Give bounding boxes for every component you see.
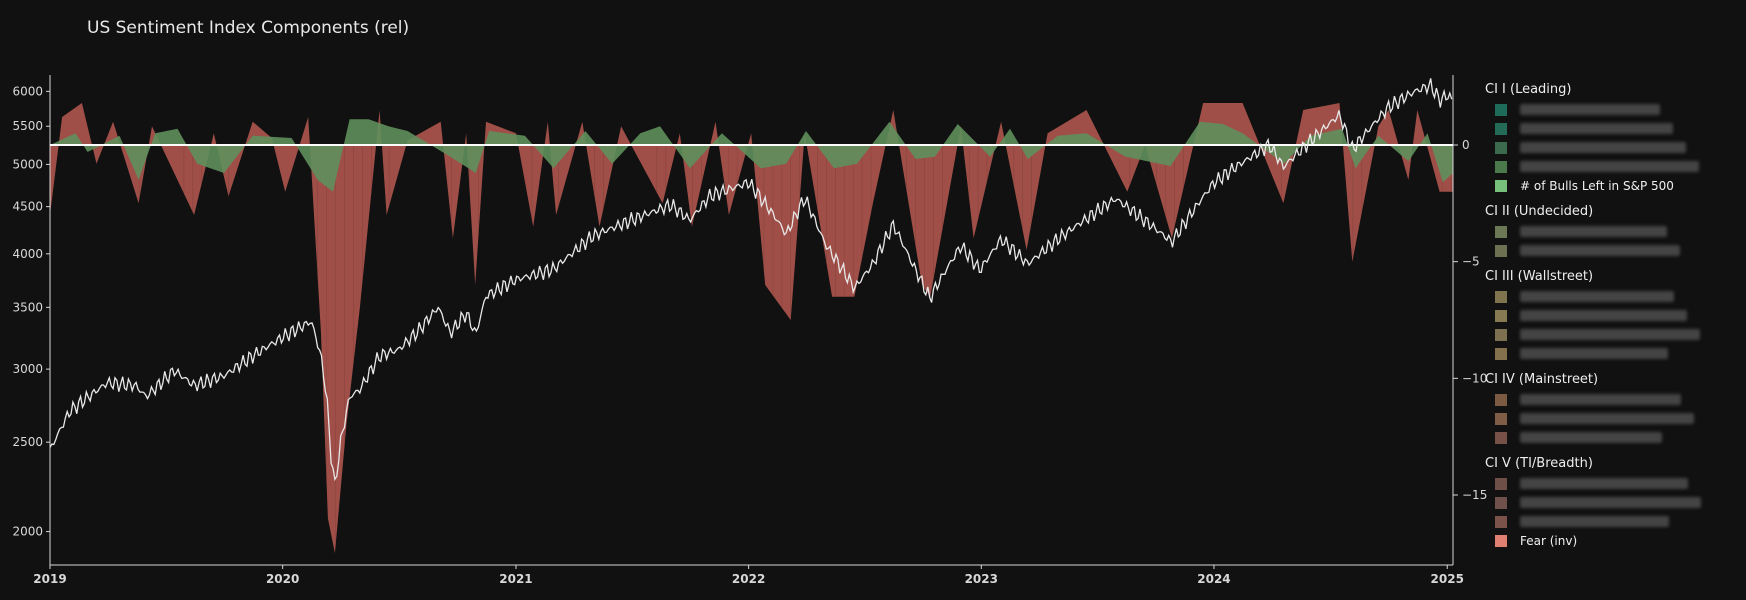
- legend-swatch: [1495, 534, 1507, 547]
- legend-swatch: [1495, 393, 1507, 406]
- legend-label-redacted: [1520, 161, 1699, 172]
- legend-swatch: [1495, 225, 1507, 238]
- sp500-line: [50, 78, 1453, 482]
- legend-item[interactable]: [1485, 119, 1740, 138]
- chart-title: US Sentiment Index Components (rel): [87, 18, 410, 38]
- legend-item[interactable]: [1485, 157, 1740, 176]
- legend-item[interactable]: [1485, 493, 1740, 512]
- y-left-tick-label: 4000: [12, 247, 43, 261]
- y-right-tick-label: 0: [1462, 138, 1470, 152]
- legend-swatch: [1495, 290, 1507, 303]
- legend-group-title: CI I (Leading): [1485, 82, 1572, 97]
- legend-item[interactable]: [1485, 344, 1740, 363]
- legend-group-title: CI V (TI/Breadth): [1485, 456, 1593, 471]
- series-areas: [50, 103, 1453, 554]
- legend-label-redacted: [1520, 432, 1662, 443]
- legend-group-title: CI II (Undecided): [1485, 204, 1594, 219]
- legend-label-redacted: [1520, 478, 1688, 489]
- legend-label-redacted: [1520, 291, 1674, 302]
- y-left-tick-label: 5000: [12, 157, 43, 171]
- axes: [46, 75, 1458, 569]
- legend-label-redacted: [1520, 104, 1660, 115]
- legend-label: Fear (inv): [1520, 533, 1578, 548]
- legend-swatch: [1495, 122, 1507, 135]
- legend-label-redacted: [1520, 394, 1681, 405]
- legend-swatch: [1495, 515, 1507, 528]
- series-lines: [50, 78, 1453, 482]
- legend-group: CI III (Wallstreet): [1485, 267, 1740, 363]
- legend-label-redacted: [1520, 497, 1701, 508]
- legend-swatch: [1495, 160, 1507, 173]
- legend-item[interactable]: [1485, 241, 1740, 260]
- x-tick-label: 2023: [965, 572, 998, 586]
- legend-item[interactable]: [1485, 512, 1740, 531]
- x-tick-label: 2019: [33, 572, 66, 586]
- y-left-tick-label: 6000: [12, 84, 43, 98]
- legend-item[interactable]: [1485, 100, 1740, 119]
- legend-label: # of Bulls Left in S&P 500: [1520, 178, 1674, 193]
- y-left-tick-label: 4500: [12, 200, 43, 214]
- x-tick-label: 2020: [266, 572, 299, 586]
- legend-label-redacted: [1520, 226, 1667, 237]
- legend-swatch: [1495, 141, 1507, 154]
- legend-swatch: [1495, 309, 1507, 322]
- fear-inv-area: [50, 103, 1453, 554]
- legend-swatch: [1495, 328, 1507, 341]
- y-right-tick-label: −10: [1462, 371, 1487, 385]
- fear-bar-texture: [50, 145, 1452, 547]
- legend-swatch: [1495, 103, 1507, 116]
- legend-item[interactable]: [1485, 409, 1740, 428]
- legend-swatch: [1495, 179, 1507, 192]
- legend-swatch: [1495, 412, 1507, 425]
- legend-group: CI IV (Mainstreet): [1485, 370, 1740, 447]
- legend-group: CI V (TI/Breadth) Fear (inv): [1485, 454, 1740, 550]
- y-left-tick-label: 3500: [12, 300, 43, 314]
- legend-label-redacted: [1520, 123, 1673, 134]
- legend-label-redacted: [1520, 329, 1700, 340]
- y-right-tick-label: −15: [1462, 488, 1487, 502]
- legend-swatch: [1495, 431, 1507, 444]
- y-left-tick-label: 2000: [12, 525, 43, 539]
- legend-group: CI I (Leading) # of Bulls Left in S&P 500: [1485, 80, 1740, 195]
- x-tick-label: 2021: [499, 572, 532, 586]
- y-left-tick-label: 3000: [12, 362, 43, 376]
- y-left-tick-label: 2500: [12, 435, 43, 449]
- legend-item[interactable]: [1485, 325, 1740, 344]
- legend-swatch: [1495, 477, 1507, 490]
- legend-label-redacted: [1520, 348, 1668, 359]
- legend-group-title: CI IV (Mainstreet): [1485, 372, 1599, 387]
- bulls-left-area: [50, 119, 1453, 192]
- legend-item[interactable]: [1485, 428, 1740, 447]
- tick-labels: 2000 2500 3000 3500 4000 4500 5000 5500 6000 0 −5 −…: [12, 84, 1487, 586]
- y-right-tick-label: −5: [1462, 255, 1480, 269]
- legend-group-title: CI III (Wallstreet): [1485, 269, 1594, 284]
- legend-swatch: [1495, 244, 1507, 257]
- legend-label-redacted: [1520, 516, 1669, 527]
- legend-item[interactable]: [1485, 390, 1740, 409]
- legend-label-redacted: [1520, 142, 1686, 153]
- legend-item[interactable]: Fear (inv): [1485, 531, 1740, 550]
- legend-label-redacted: [1520, 413, 1694, 424]
- legend-item[interactable]: [1485, 222, 1740, 241]
- legend-item[interactable]: [1485, 287, 1740, 306]
- legend-item[interactable]: [1485, 474, 1740, 493]
- legend-swatch: [1495, 496, 1507, 509]
- legend-group: CI II (Undecided): [1485, 202, 1740, 260]
- legend-item[interactable]: [1485, 138, 1740, 157]
- legend-label-redacted: [1520, 245, 1680, 256]
- legend-swatch: [1495, 347, 1507, 360]
- x-tick-label: 2024: [1197, 572, 1230, 586]
- legend-label-redacted: [1520, 310, 1687, 321]
- y-left-tick-label: 5500: [12, 119, 43, 133]
- x-tick-label: 2025: [1431, 572, 1464, 586]
- legend: CI I (Leading) # of Bulls Left in S&P 500…: [1485, 80, 1740, 557]
- legend-item[interactable]: [1485, 306, 1740, 325]
- legend-item[interactable]: # of Bulls Left in S&P 500: [1485, 176, 1740, 195]
- x-tick-label: 2022: [732, 572, 765, 586]
